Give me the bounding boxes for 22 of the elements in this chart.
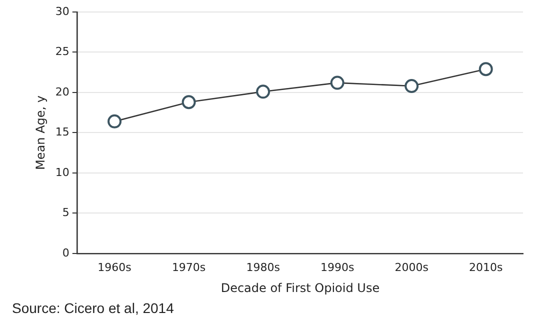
y-tick-label: 20 [55,85,70,98]
y-tick-label: 10 [55,166,70,179]
point [404,79,419,94]
x-tick-label: 1970s [172,260,206,274]
point [256,84,270,99]
source-note: Source: Cicero et al, 2014 [11,300,175,316]
point [182,95,196,110]
x-tick-label: 1980s [246,260,280,274]
y-tick-label: 30 [55,4,70,18]
y-tick-label: 15 [55,126,70,139]
x-axis-title: Decade of First Opioid Use [220,280,380,295]
y-tick-label: 5 [62,206,70,220]
point [330,76,344,90]
x-tick-label: 1990s [320,260,354,274]
y-tick-label: 25 [55,45,70,58]
x-tick-label: 1960s [98,260,132,274]
y-tick-label: 0 [62,246,70,260]
x-tick-label: 2010s [469,260,503,274]
point [108,114,122,128]
x-tick-label: 2000s [394,260,429,274]
y-axis-title: Mean Age, y [33,95,48,170]
point [478,62,493,76]
